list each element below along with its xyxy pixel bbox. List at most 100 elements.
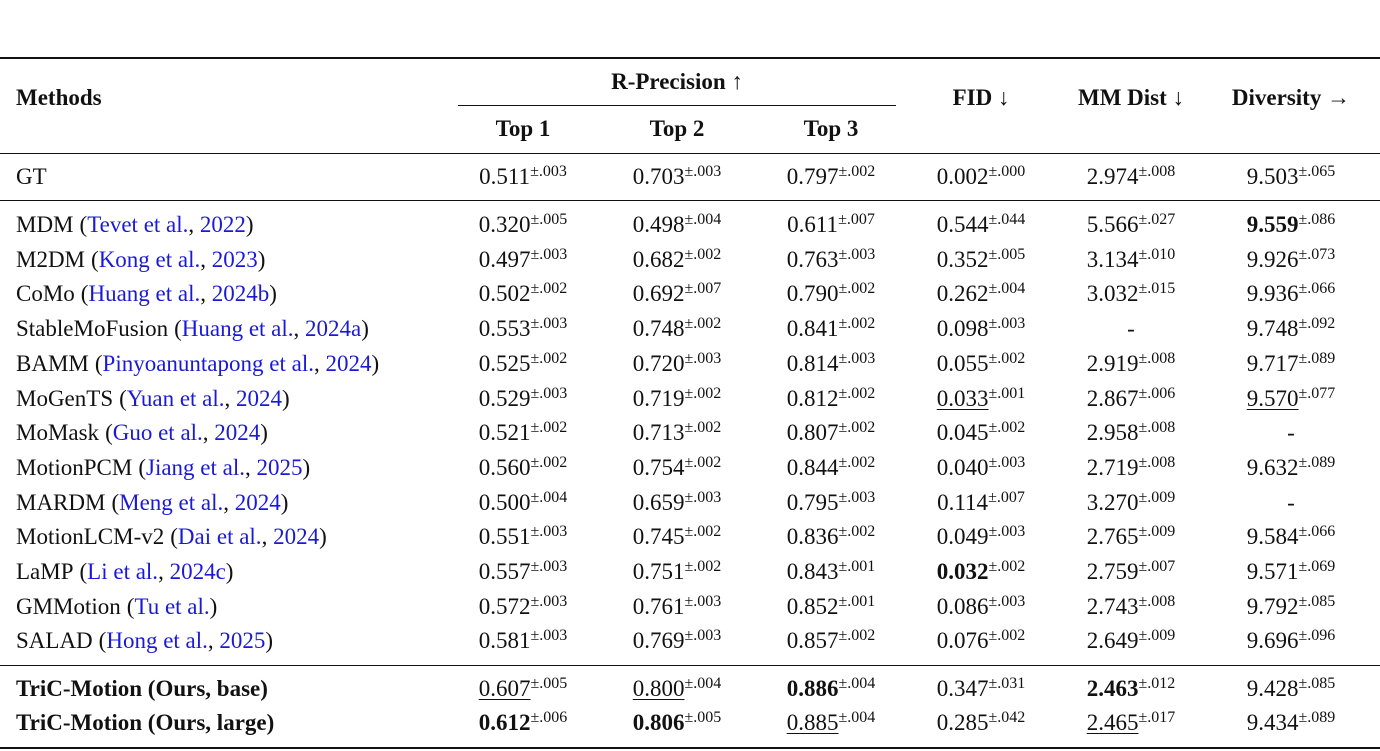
value-cell: 0.040±.003	[937, 454, 1026, 482]
citation-link[interactable]: Kong et al.	[98, 246, 201, 272]
value: 0.049	[936, 524, 989, 550]
citation-link[interactable]: Tu et al.	[134, 593, 210, 619]
citation-link[interactable]: 2025	[219, 628, 266, 654]
std-error: ±.000	[988, 163, 1026, 180]
citation-text: )	[265, 628, 274, 654]
value-cell: 0.002±.000	[937, 163, 1026, 191]
value: 0.761	[632, 593, 685, 619]
value-cell: 0.557±.003	[479, 558, 568, 586]
value: 2.465	[1086, 710, 1139, 735]
citation-link[interactable]: 2024	[236, 385, 283, 411]
citation-text: )	[280, 489, 289, 515]
value: 0.703	[632, 164, 685, 189]
citation-link[interactable]: Yuan et al.	[126, 385, 225, 411]
std-error: ±.005	[988, 245, 1026, 263]
method-cell: CoMo (Huang et al., 2024b)	[16, 280, 277, 308]
value: 2.765	[1086, 524, 1139, 550]
method-name: MoGenTS	[16, 385, 114, 411]
value-cell: 0.754±.002	[633, 454, 722, 482]
std-error: ±.003	[838, 245, 876, 263]
std-error: ±.002	[530, 349, 568, 367]
std-error: ±.006	[530, 709, 568, 726]
citation-link[interactable]: 2022	[199, 212, 246, 237]
value-cell: -	[1287, 489, 1295, 517]
citation-link[interactable]: Meng et al.	[119, 489, 224, 515]
citation-link[interactable]: 2024a	[305, 316, 362, 342]
citation-link[interactable]: 2024c	[169, 559, 226, 584]
citation-link[interactable]: Huang et al.	[181, 316, 294, 342]
std-error: ±.003	[684, 349, 722, 367]
value-cell: 0.114±.007	[937, 489, 1025, 517]
citation-link[interactable]: 2023	[211, 246, 258, 272]
value: 0.032	[936, 559, 989, 584]
value: 0.745	[632, 524, 685, 550]
value-cell: 9.584±.066	[1247, 523, 1336, 551]
value: 0.086	[936, 593, 989, 619]
value: 0.497	[478, 246, 531, 272]
std-error: ±.007	[1138, 558, 1176, 575]
citation-link[interactable]: Tevet et al.	[87, 212, 189, 237]
value: 0.886	[786, 676, 839, 701]
citation: (Yuan et al., 2024)	[119, 386, 290, 411]
value-cell: 2.867±.006	[1087, 385, 1176, 413]
method-name: MoMask	[16, 420, 100, 446]
std-error: ±.001	[988, 384, 1026, 402]
value-cell: 0.032±.002	[937, 558, 1026, 586]
citation-link[interactable]: Dai et al.	[177, 524, 262, 550]
citation-link[interactable]: Li et al.	[87, 559, 159, 584]
std-error: ±.002	[838, 453, 876, 471]
value: 9.792	[1246, 593, 1299, 619]
citation-link[interactable]: 2024	[234, 489, 281, 515]
value-cell: 2.919±.008	[1087, 350, 1176, 378]
citation-link[interactable]: Huang et al.	[88, 281, 201, 307]
value-cell: 9.434±.089	[1247, 709, 1336, 737]
value: 2.463	[1086, 676, 1139, 701]
citation-text: ,	[158, 559, 170, 584]
value: 0.682	[632, 246, 685, 272]
citation-link[interactable]: 2024	[273, 524, 320, 550]
value: 0.352	[936, 246, 989, 272]
value-cell: 9.632±.089	[1247, 454, 1336, 482]
std-error: ±.002	[838, 384, 876, 402]
citation-link[interactable]: 2024b	[211, 281, 270, 307]
value-cell: 0.529±.003	[479, 385, 568, 413]
std-error: ±.085	[1298, 675, 1336, 692]
citation-text: ,	[200, 246, 212, 272]
citation-link[interactable]: 2025	[256, 454, 303, 480]
value-cell: 0.553±.003	[479, 315, 568, 343]
value: 0.320	[478, 212, 531, 237]
std-error: ±.004	[838, 675, 876, 692]
citation: (Pinyoanuntapong et al., 2024)	[95, 351, 379, 376]
std-error: ±.004	[684, 211, 722, 228]
std-error: ±.003	[684, 488, 722, 506]
value: 2.919	[1086, 350, 1139, 376]
std-error: ±.066	[1298, 280, 1336, 298]
citation-link[interactable]: Jiang et al.	[146, 454, 245, 480]
citation-text: (	[79, 212, 88, 237]
citation-link[interactable]: Guo et al.	[112, 420, 203, 446]
std-error: ±.008	[1138, 592, 1176, 610]
citation-text: )	[209, 593, 218, 619]
value-cell: 0.500±.004	[479, 489, 568, 517]
value-cell: 9.748±.092	[1247, 315, 1336, 343]
citation-link[interactable]: 2024	[325, 350, 372, 376]
std-error: ±.008	[1138, 163, 1176, 180]
method-name: MDM	[16, 212, 74, 237]
header-mm-dist: MM Dist ↓	[1077, 85, 1185, 110]
std-error: ±.009	[1138, 627, 1176, 645]
citation-link[interactable]: Hong et al.	[106, 628, 208, 654]
value: 0.055	[936, 350, 989, 376]
value: 0.607	[478, 676, 531, 701]
value-cell: 0.852±.001	[787, 593, 876, 621]
citation: (Jiang et al., 2025)	[138, 455, 310, 480]
citation: (Huang et al., 2024a)	[174, 316, 369, 341]
citation-text: (	[94, 350, 103, 376]
citation-text: (	[79, 559, 88, 584]
citation-link[interactable]: Pinyoanuntapong et al.	[102, 350, 314, 376]
value: 0.751	[632, 559, 685, 584]
value: 0.521	[478, 420, 531, 446]
citation-text: )	[319, 524, 327, 550]
std-error: ±.092	[1298, 315, 1336, 333]
std-error: ±.005	[530, 675, 568, 692]
citation-link[interactable]: 2024	[214, 420, 261, 446]
